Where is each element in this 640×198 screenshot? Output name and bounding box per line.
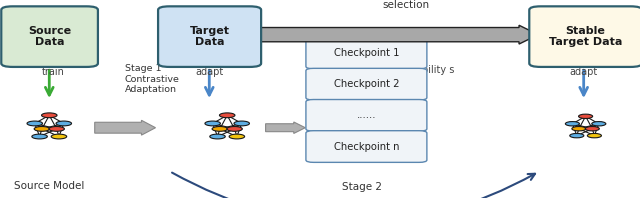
Circle shape	[27, 121, 42, 126]
Circle shape	[588, 133, 602, 138]
FancyArrow shape	[253, 25, 538, 44]
Text: train: train	[42, 67, 65, 77]
Text: Source
Data: Source Data	[28, 26, 71, 48]
Text: Stage 2: Stage 2	[342, 182, 381, 192]
Text: adapt: adapt	[570, 67, 598, 77]
FancyBboxPatch shape	[158, 6, 261, 67]
FancyBboxPatch shape	[529, 6, 640, 67]
FancyArrow shape	[266, 122, 305, 133]
Circle shape	[220, 113, 235, 118]
Circle shape	[572, 127, 586, 131]
Text: Checkpoint 2: Checkpoint 2	[333, 79, 399, 89]
Circle shape	[565, 122, 579, 126]
FancyBboxPatch shape	[306, 68, 427, 100]
Circle shape	[212, 127, 228, 131]
Circle shape	[42, 113, 57, 118]
Text: stability s: stability s	[407, 65, 454, 75]
Circle shape	[234, 121, 250, 126]
Circle shape	[56, 121, 72, 126]
Circle shape	[229, 134, 244, 139]
FancyArrow shape	[95, 120, 156, 135]
Text: Target
Data: Target Data	[189, 26, 230, 48]
FancyBboxPatch shape	[1, 6, 98, 67]
Circle shape	[570, 133, 584, 138]
Circle shape	[592, 122, 606, 126]
Text: selection: selection	[383, 0, 430, 10]
Circle shape	[49, 127, 65, 131]
Text: ......: ......	[356, 110, 376, 120]
Circle shape	[210, 134, 225, 139]
Text: adapt: adapt	[195, 67, 223, 77]
FancyBboxPatch shape	[306, 37, 427, 69]
Circle shape	[32, 134, 47, 139]
FancyBboxPatch shape	[306, 100, 427, 131]
Circle shape	[51, 134, 67, 139]
Text: Checkpoint 1: Checkpoint 1	[333, 48, 399, 58]
Circle shape	[585, 127, 599, 131]
Circle shape	[579, 114, 593, 118]
Text: Stage 1
Contrastive
Adaptation: Stage 1 Contrastive Adaptation	[125, 64, 180, 94]
Text: Stable
Target Data: Stable Target Data	[549, 26, 622, 48]
FancyArrowPatch shape	[172, 173, 535, 198]
Text: Checkpoint n: Checkpoint n	[333, 142, 399, 151]
Circle shape	[205, 121, 220, 126]
Text: Source Model: Source Model	[14, 181, 84, 191]
Circle shape	[227, 127, 243, 131]
Circle shape	[34, 127, 50, 131]
FancyBboxPatch shape	[306, 131, 427, 162]
